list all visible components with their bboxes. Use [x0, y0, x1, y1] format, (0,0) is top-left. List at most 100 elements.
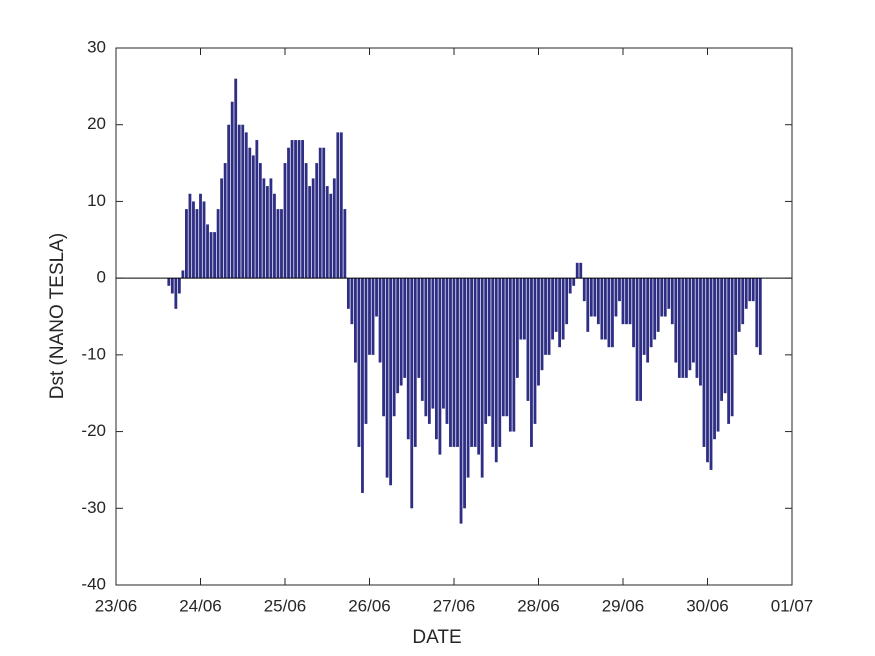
bar	[297, 140, 301, 279]
bar	[456, 278, 459, 447]
bar	[311, 178, 315, 279]
bar	[593, 278, 597, 317]
bar	[280, 209, 283, 279]
bar	[269, 178, 273, 279]
bar	[209, 232, 213, 279]
bar	[491, 278, 495, 447]
bar	[565, 278, 569, 325]
bar	[642, 278, 646, 355]
bar	[410, 278, 414, 509]
bar	[519, 278, 523, 340]
bar	[501, 278, 505, 417]
bar	[329, 193, 333, 279]
bar	[537, 278, 540, 386]
bar	[744, 278, 748, 309]
bar	[385, 278, 389, 478]
bar	[572, 278, 576, 286]
bar	[487, 278, 491, 417]
bar	[758, 278, 762, 355]
bar	[431, 278, 435, 409]
x-tick-label: 28/06	[517, 596, 560, 615]
bar	[709, 278, 713, 470]
bar	[530, 278, 533, 447]
bar	[561, 278, 565, 340]
bar	[611, 278, 614, 348]
bar	[639, 278, 643, 401]
bar	[364, 278, 368, 424]
bar	[508, 278, 512, 432]
bar	[575, 262, 579, 279]
bar	[515, 278, 519, 378]
bar	[262, 178, 266, 279]
bar	[663, 278, 667, 317]
bar	[199, 193, 202, 279]
bar	[371, 278, 375, 355]
bar	[653, 278, 657, 340]
bar	[234, 78, 238, 279]
bar	[498, 278, 502, 447]
bar	[484, 278, 488, 424]
bar	[748, 278, 752, 302]
bar	[248, 147, 252, 279]
bar	[354, 278, 357, 363]
bar	[734, 278, 738, 355]
bar	[494, 278, 498, 463]
bar	[677, 278, 681, 378]
x-tick-label: 23/06	[95, 596, 138, 615]
bar	[755, 278, 759, 348]
bar	[382, 278, 385, 417]
bar	[304, 163, 308, 279]
bar	[551, 278, 554, 340]
bar	[223, 163, 227, 279]
y-tick-label: 0	[97, 268, 106, 287]
bar	[167, 278, 171, 286]
bar	[459, 278, 463, 524]
bar	[283, 163, 287, 279]
bar	[403, 278, 407, 378]
y-tick-label: -40	[81, 574, 106, 593]
bar	[603, 278, 607, 340]
bar	[343, 209, 347, 279]
bar	[477, 278, 481, 455]
bar	[660, 278, 664, 317]
bar	[670, 278, 674, 325]
bar	[417, 278, 421, 378]
bar	[206, 224, 209, 279]
bar	[368, 278, 371, 355]
bar	[308, 186, 312, 279]
bar	[579, 262, 583, 279]
bar	[392, 278, 396, 417]
bar	[287, 147, 290, 279]
bar	[181, 270, 185, 279]
bar	[185, 209, 188, 279]
bar	[434, 278, 438, 440]
bar	[554, 278, 558, 332]
bar	[241, 124, 245, 279]
x-tick-label: 25/06	[264, 596, 307, 615]
bar	[688, 278, 692, 371]
bar	[695, 278, 699, 378]
bar	[625, 278, 628, 325]
x-tick-label: 29/06	[602, 596, 645, 615]
bar	[558, 278, 562, 348]
bar	[290, 140, 294, 279]
bar	[526, 278, 530, 401]
bar	[420, 278, 424, 401]
bar	[727, 278, 731, 424]
bar	[202, 201, 206, 279]
bar	[706, 278, 709, 463]
bar	[716, 278, 720, 432]
bar	[325, 186, 329, 279]
bar	[544, 278, 547, 355]
y-axis-label: Dst (NANO TESLA)	[47, 233, 68, 399]
bar	[470, 278, 474, 447]
bar	[170, 278, 174, 294]
bar	[730, 278, 734, 417]
bar	[466, 278, 470, 478]
bar	[174, 278, 178, 309]
bar	[674, 278, 678, 363]
bar	[318, 147, 322, 279]
bar	[230, 101, 234, 279]
bar	[649, 278, 653, 348]
bar	[192, 201, 195, 279]
